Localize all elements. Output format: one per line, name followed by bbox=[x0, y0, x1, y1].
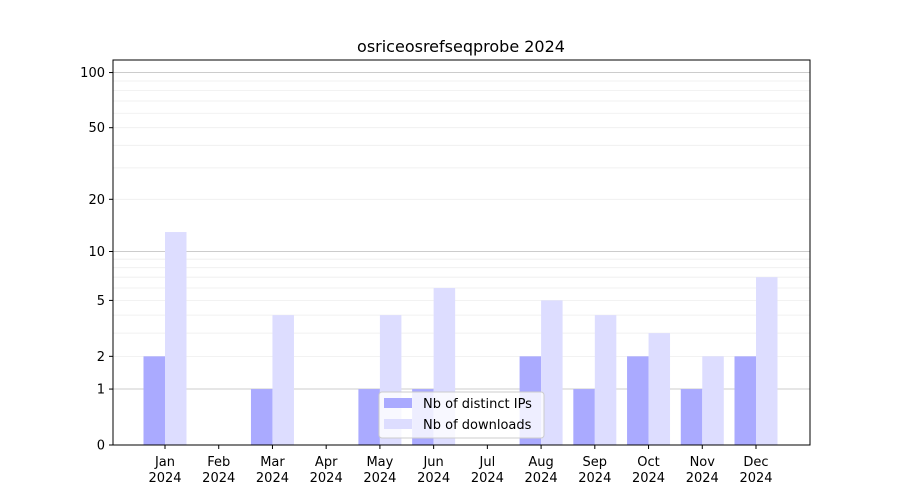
y-tick-label: 50 bbox=[88, 121, 105, 136]
legend-box bbox=[378, 391, 545, 439]
x-tick-label: May 2024 bbox=[363, 455, 396, 486]
bar-downloads bbox=[541, 300, 563, 445]
legend-label: Nb of downloads bbox=[423, 418, 532, 433]
bar-distinct-ips bbox=[627, 356, 649, 445]
legend-swatch bbox=[384, 398, 412, 408]
x-tick-label: Dec 2024 bbox=[739, 455, 772, 486]
x-tick-label: Nov 2024 bbox=[686, 455, 719, 486]
bar-downloads bbox=[594, 315, 617, 445]
chart-title: osriceosrefseqprobe 2024 bbox=[357, 37, 565, 56]
y-tick-label: 100 bbox=[80, 66, 105, 81]
x-tick-label: Oct 2024 bbox=[632, 455, 665, 486]
x-tick-label: Jan 2024 bbox=[148, 455, 181, 486]
y-tick-label: 1 bbox=[97, 383, 105, 398]
bar-downloads bbox=[272, 315, 294, 445]
legend-swatch bbox=[384, 419, 412, 429]
x-tick-label: Jul 2024 bbox=[471, 455, 504, 486]
bar-distinct-ips bbox=[358, 389, 380, 445]
bar-distinct-ips bbox=[680, 389, 703, 445]
y-tick-label: 5 bbox=[97, 294, 105, 309]
x-tick-label: Sep 2024 bbox=[578, 455, 611, 486]
x-tick-label: Mar 2024 bbox=[256, 455, 289, 486]
y-tick-label: 10 bbox=[88, 245, 105, 260]
bar-distinct-ips bbox=[573, 389, 595, 445]
bar-downloads bbox=[702, 356, 724, 445]
y-tick-label: 0 bbox=[97, 439, 105, 454]
y-tick-label: 2 bbox=[97, 350, 105, 365]
bar-downloads bbox=[756, 277, 778, 445]
bar-downloads bbox=[165, 232, 187, 445]
x-tick-label: Jun 2024 bbox=[417, 455, 450, 486]
bar-distinct-ips bbox=[734, 356, 756, 445]
x-tick-label: Aug 2024 bbox=[525, 455, 558, 486]
y-tick-label: 20 bbox=[88, 193, 105, 208]
bar-downloads bbox=[648, 333, 671, 445]
bar-distinct-ips bbox=[250, 389, 273, 445]
x-tick-label: Feb 2024 bbox=[202, 455, 235, 486]
plot-frame bbox=[112, 59, 811, 446]
x-tick-label: Apr 2024 bbox=[310, 455, 343, 486]
legend-label: Nb of distinct IPs bbox=[423, 397, 532, 412]
bar-distinct-ips bbox=[143, 356, 165, 445]
